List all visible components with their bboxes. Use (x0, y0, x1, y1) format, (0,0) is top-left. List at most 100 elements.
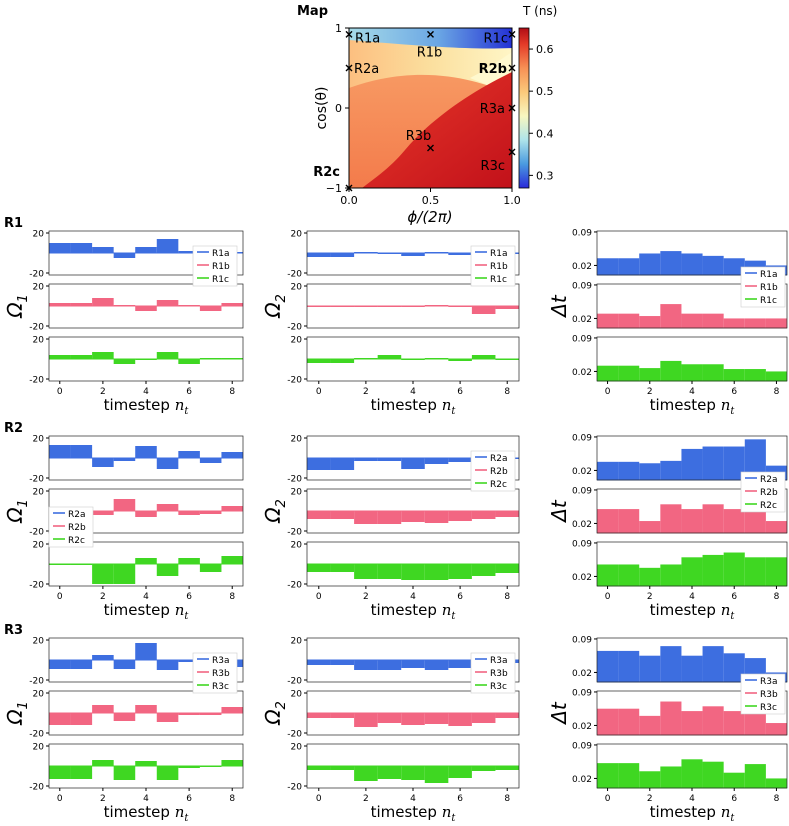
bar-mark (765, 778, 787, 788)
x-axis-label-subscript: t (184, 406, 189, 417)
bar-mark (448, 359, 472, 361)
bar-mark (424, 458, 449, 464)
x-axis-label: timestep nt (650, 803, 736, 824)
series-r3c-dt: 0.09 0.02 (572, 741, 788, 789)
bar-mark (401, 766, 425, 780)
group-label: R2 (4, 421, 23, 436)
bar-mark (681, 655, 703, 682)
bar-mark (448, 511, 472, 521)
bar-mark (723, 552, 745, 586)
bar-mark (221, 760, 243, 766)
map-xtick-2: 1.0 (503, 194, 521, 207)
y-tick-label: -20 (287, 528, 302, 538)
bar-mark (660, 460, 682, 480)
x-axis-label-text: timestep (104, 803, 175, 821)
subplot-frame (596, 637, 788, 683)
subplot-frame (596, 435, 788, 481)
y-tick-label: -20 (29, 730, 44, 740)
x-axis-label-subscript: t (451, 406, 456, 417)
y-tick-label: 0.02 (572, 315, 592, 325)
bar-mark (156, 564, 179, 576)
bar-mark (702, 364, 724, 381)
y-axis-label: Ω2 (261, 701, 289, 726)
map-point-label: R1a (355, 31, 380, 46)
bar-mark (330, 253, 355, 257)
bar-mark (307, 511, 331, 519)
bar-mark (639, 368, 661, 381)
legend-entry: R1c (760, 296, 777, 306)
subplot-frame (596, 690, 788, 736)
bar-mark (660, 564, 682, 586)
bar-mark (495, 713, 519, 718)
x-tick-label: 6 (731, 387, 737, 397)
bar-mark (199, 713, 222, 715)
colorbar-tick-label: 0.4 (536, 127, 554, 140)
bar-mark (221, 506, 243, 511)
bar-mark (135, 705, 157, 713)
colorbar-label: T (ns) (522, 4, 557, 18)
bar-mark (156, 660, 179, 670)
x-tick-label: 4 (689, 387, 695, 397)
legend-entry: R2b (68, 523, 86, 533)
colorbar-ticks: 0.3 0.4 0.5 0.6 (529, 43, 554, 182)
x-tick-label: 8 (229, 592, 235, 602)
x-axis-label-text: timestep (371, 601, 442, 619)
bar-mark (178, 451, 200, 458)
subplot-frame (596, 230, 788, 276)
x-axis-label: timestep nt (371, 601, 457, 622)
map-point-label: R2c (313, 165, 340, 180)
bar-mark (199, 511, 222, 514)
bar-mark (660, 360, 682, 381)
bar-mark (156, 458, 179, 469)
y-axis-label: Ω1 (3, 499, 31, 524)
bar-mark (70, 243, 93, 253)
bar-mark (765, 521, 787, 533)
bar-mark (471, 511, 496, 519)
x-axis-label-text: timestep (650, 601, 721, 619)
bar-mark (178, 511, 200, 515)
x-tick-label: 0 (316, 794, 322, 804)
bar-mark (135, 643, 157, 660)
x-axis-label: timestep nt (104, 396, 190, 417)
legend-entry: R1c (212, 275, 229, 285)
bar-mark (92, 655, 114, 660)
y-tick-label: 0.09 (572, 539, 592, 549)
bar-mark (471, 355, 496, 359)
bar-mark (681, 364, 703, 381)
x-axis-label: timestep nt (371, 803, 457, 824)
y-tick-label: 0.02 (572, 775, 592, 785)
y-tick-label: 20 (33, 743, 45, 753)
bar-mark (723, 772, 745, 788)
bar-mark (424, 564, 449, 580)
x-axis-label-text: timestep (371, 803, 442, 821)
x-tick-label: 2 (647, 794, 653, 804)
legend-entry: R3c (212, 682, 229, 692)
colorbar (518, 27, 530, 189)
x-axis-label-subscript: t (730, 813, 735, 824)
bar-mark (401, 713, 425, 725)
bar-mark (92, 511, 114, 515)
map-xtick-0: 0.0 (340, 194, 358, 207)
series-r1b-omega1: 20 -20 (29, 283, 244, 333)
y-axis-label-subscript: 1 (16, 294, 31, 302)
bar-mark (49, 445, 71, 458)
series-r1c-omega1: 20 -20 (29, 336, 244, 386)
y-axis-label: Ω1 (3, 294, 31, 319)
y-axis-label-subscript: 1 (16, 701, 31, 709)
y-tick-label: 0.09 (572, 741, 592, 751)
x-axis-label-text: timestep (650, 396, 721, 414)
panel-r3-omega2: 20 -20 20 -20 20 -20 R3a R3b R3c 0 2 4 6 8 timestep nt… (261, 637, 520, 824)
map-marker (427, 144, 434, 152)
series-r2c-omega2: 20 -20 (287, 541, 520, 591)
x-tick-label: 2 (363, 794, 369, 804)
x-tick-label: 8 (774, 794, 780, 804)
bar-mark (70, 445, 93, 458)
x-axis-label-var: n (442, 601, 452, 619)
bar-mark (113, 458, 136, 461)
y-tick-label: 0.09 (572, 228, 592, 238)
x-tick-label: 6 (457, 387, 463, 397)
bar-mark (113, 359, 136, 364)
x-tick-label: 8 (229, 794, 235, 804)
bar-mark (156, 504, 179, 511)
